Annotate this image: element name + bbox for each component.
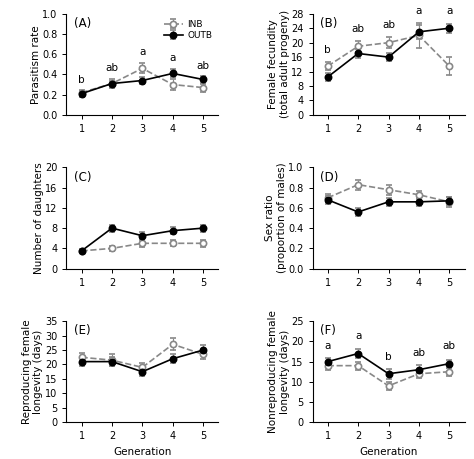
Text: a: a bbox=[325, 341, 331, 352]
Text: a: a bbox=[139, 47, 146, 57]
Text: b: b bbox=[78, 75, 85, 85]
Text: ab: ab bbox=[197, 62, 210, 72]
Text: ab: ab bbox=[105, 63, 118, 73]
Text: b: b bbox=[385, 352, 392, 362]
Text: (D): (D) bbox=[320, 170, 338, 184]
X-axis label: Generation: Generation bbox=[113, 447, 172, 457]
Text: a: a bbox=[170, 53, 176, 63]
Text: (A): (A) bbox=[74, 17, 91, 30]
Text: a: a bbox=[355, 331, 361, 341]
Y-axis label: Number of daughters: Number of daughters bbox=[34, 162, 44, 274]
Text: (C): (C) bbox=[74, 170, 91, 184]
Text: (F): (F) bbox=[320, 324, 336, 337]
Text: (E): (E) bbox=[74, 324, 91, 337]
Text: ab: ab bbox=[352, 23, 365, 34]
Text: a: a bbox=[416, 6, 422, 16]
Y-axis label: Reproducing female
longevity (days): Reproducing female longevity (days) bbox=[22, 319, 44, 424]
Text: ab: ab bbox=[412, 347, 426, 358]
X-axis label: Generation: Generation bbox=[359, 447, 418, 457]
Text: b: b bbox=[324, 45, 331, 55]
Text: ab: ab bbox=[382, 20, 395, 30]
Text: (B): (B) bbox=[320, 17, 337, 30]
Text: ab: ab bbox=[443, 341, 456, 352]
Y-axis label: Female fecundity
(total adult progeny): Female fecundity (total adult progeny) bbox=[268, 10, 290, 118]
Text: a: a bbox=[446, 6, 453, 16]
Y-axis label: Parasitism rate: Parasitism rate bbox=[30, 25, 41, 104]
Y-axis label: Sex ratio
(proportion of males): Sex ratio (proportion of males) bbox=[265, 162, 287, 274]
Y-axis label: Nonreproducing female
longevity (days): Nonreproducing female longevity (days) bbox=[268, 310, 290, 433]
Legend: INB, OUTB: INB, OUTB bbox=[162, 18, 214, 42]
